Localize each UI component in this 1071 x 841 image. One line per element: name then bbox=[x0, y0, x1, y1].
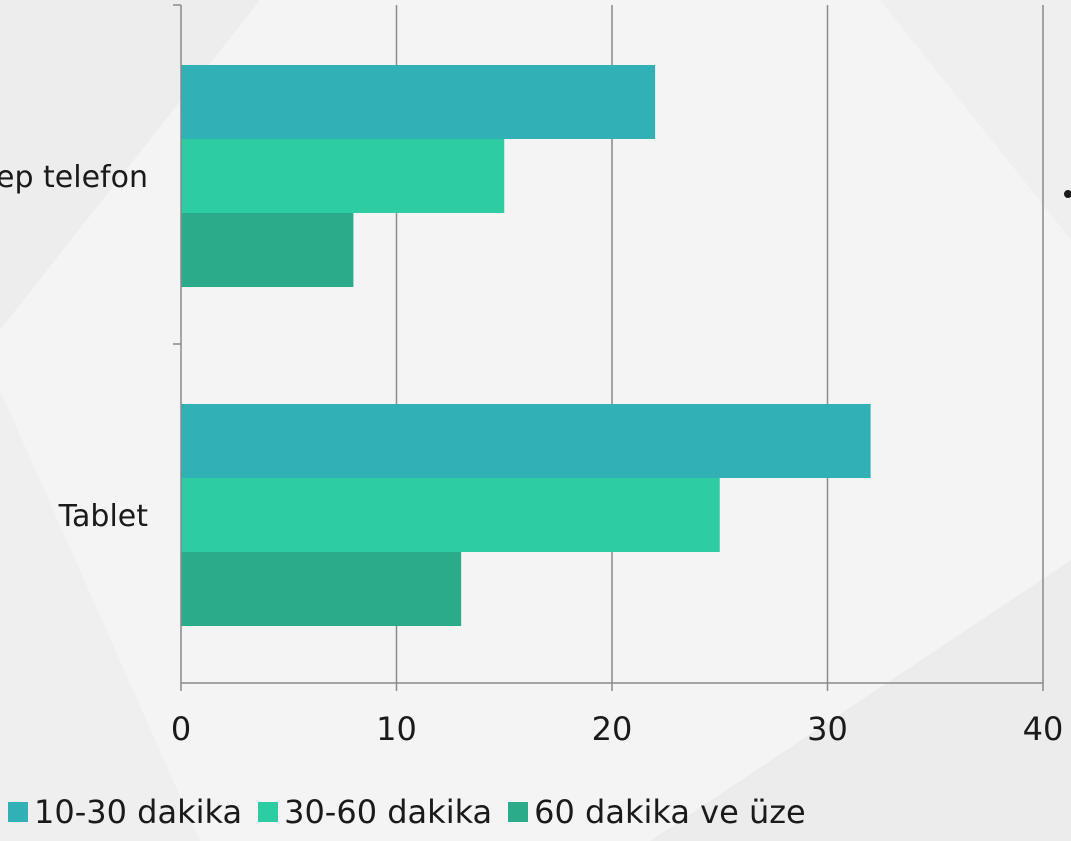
legend-item: 30-60 dakika bbox=[258, 793, 492, 831]
legend-label: 10-30 dakika bbox=[34, 793, 243, 831]
x-tick-label: 30 bbox=[807, 710, 848, 748]
bar bbox=[181, 552, 462, 626]
legend-swatch bbox=[8, 802, 28, 822]
labels: 0 10 20 30 40 Tablet Cep telefon bbox=[0, 160, 1063, 748]
bar bbox=[181, 65, 656, 139]
bar bbox=[181, 213, 354, 287]
legend-swatch bbox=[508, 802, 529, 822]
x-tick-label: 20 bbox=[592, 710, 633, 748]
bar bbox=[181, 139, 505, 213]
bar bbox=[181, 404, 871, 478]
bar bbox=[181, 478, 720, 552]
legend: 10-30 dakika 30-60 dakika 60 dakika ve üze bbox=[8, 788, 822, 836]
axes bbox=[173, 4, 1044, 691]
x-tick-label: 0 bbox=[171, 710, 191, 748]
legend-label: 30-60 dakika bbox=[284, 793, 493, 831]
x-tick-label: 40 bbox=[1023, 710, 1064, 748]
legend-label: 60 dakika ve üze bbox=[534, 793, 806, 831]
bullet-dot bbox=[1064, 190, 1071, 198]
category-label: Cep telefon bbox=[0, 160, 148, 195]
category-label: Tablet bbox=[58, 499, 149, 534]
bars bbox=[181, 65, 871, 626]
legend-item: 10-30 dakika bbox=[8, 793, 242, 831]
legend-item: 60 dakika ve üze bbox=[508, 793, 806, 831]
x-tick-label: 10 bbox=[376, 710, 417, 748]
legend-swatch bbox=[258, 802, 279, 822]
